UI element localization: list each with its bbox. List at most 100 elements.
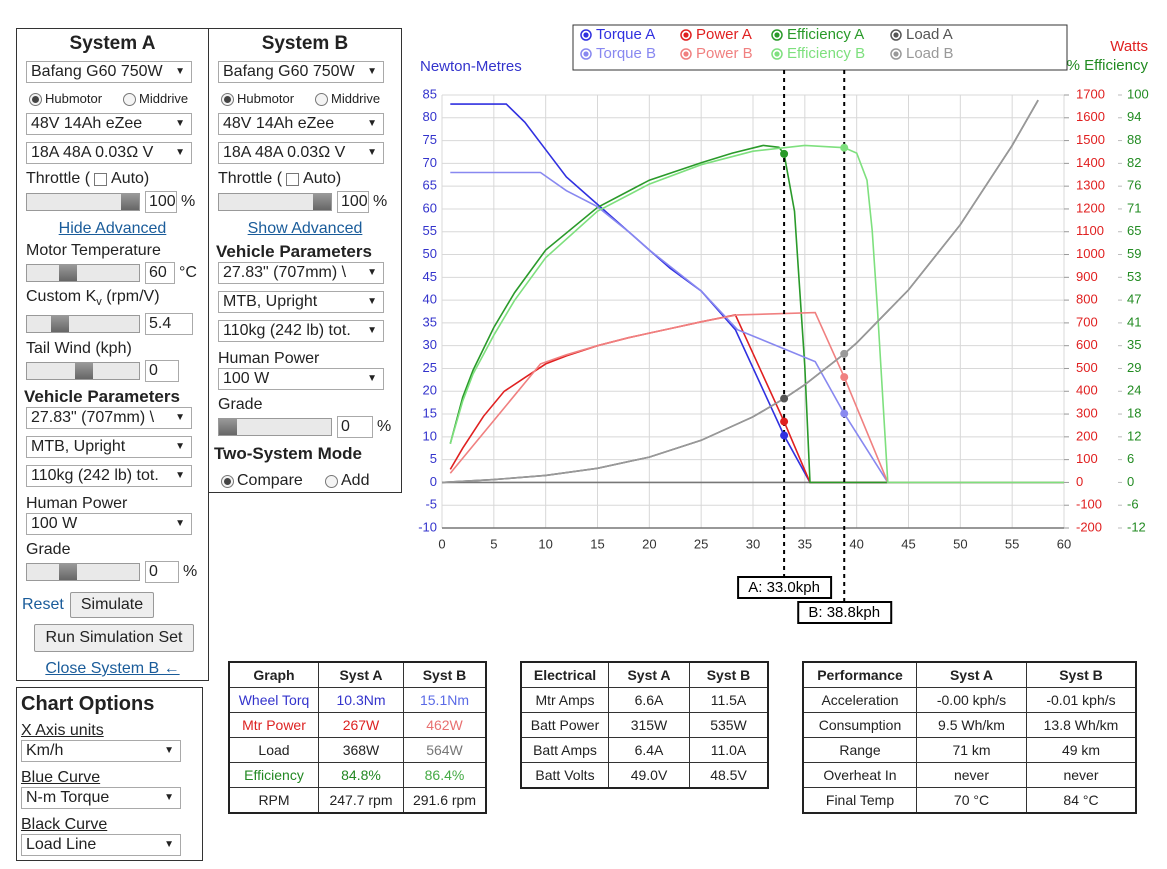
x-tick-label: 30	[746, 536, 760, 551]
y-tick-label: 60	[423, 200, 437, 215]
table-header: Performance	[802, 661, 917, 688]
button[interactable]: Simulate	[70, 592, 154, 618]
dropdown[interactable]: Km/h	[21, 740, 181, 762]
number-input[interactable]: 5.4	[145, 313, 193, 335]
y3-tick-label: 59	[1127, 246, 1141, 261]
y-tick-label: 70	[423, 155, 437, 170]
table-header: Syst B	[1026, 661, 1137, 688]
y-tick-label: 45	[423, 269, 437, 284]
dropdown[interactable]: MTB, Upright	[26, 436, 192, 458]
link[interactable]: Close System B ←	[45, 660, 180, 677]
dropdown[interactable]: 18A 48A 0.03Ω V	[26, 142, 192, 164]
y-tick-label: 15	[423, 405, 437, 420]
radio-button[interactable]	[325, 475, 338, 488]
dropdown[interactable]: 48V 14Ah eZee	[218, 113, 384, 135]
dropdown-value: 48V 14Ah eZee	[31, 115, 143, 132]
number-input[interactable]: 0	[145, 561, 179, 583]
table-cell: 48.5V	[689, 762, 769, 789]
dropdown[interactable]: 110kg (242 lb) tot.	[218, 320, 384, 342]
dropdown[interactable]: Bafang G60 750W	[218, 61, 384, 83]
slider[interactable]	[26, 315, 140, 333]
table-row: RPM 247.7 rpm 291.6 rpm	[228, 787, 487, 814]
radio-button[interactable]	[123, 93, 136, 106]
slider[interactable]	[26, 362, 140, 380]
label: Vehicle Parameters	[216, 242, 372, 261]
dropdown[interactable]: 100 W	[26, 513, 192, 535]
x-tick-label: 15	[590, 536, 604, 551]
slider[interactable]	[218, 418, 332, 436]
label: Motor Temperature	[26, 242, 161, 259]
y3-tick-label: 0	[1127, 474, 1134, 489]
checkbox[interactable]	[286, 172, 300, 186]
dropdown[interactable]: Load Line	[21, 834, 181, 856]
link[interactable]: Hide Advanced	[58, 220, 167, 237]
label: Tail Wind (kph)	[26, 340, 132, 357]
legend-icon	[683, 32, 689, 38]
slider[interactable]	[26, 264, 140, 282]
link[interactable]: Reset	[22, 596, 64, 613]
table-cell: 86.4%	[403, 762, 487, 788]
number-input[interactable]: 60	[145, 262, 175, 284]
slider-thumb	[75, 363, 93, 379]
dropdown-value: 18A 48A 0.03Ω V	[31, 144, 154, 161]
checkbox[interactable]	[94, 172, 108, 186]
button[interactable]: Run Simulation Set	[34, 624, 194, 652]
slider[interactable]	[26, 193, 140, 211]
label: Grade	[218, 396, 263, 413]
table-row: Overheat In never never	[802, 762, 1137, 788]
dropdown-value: 100 W	[31, 515, 78, 532]
label: Human Power	[26, 495, 128, 512]
table-header: Syst A	[608, 661, 690, 688]
dropdown[interactable]: 27.83" (707mm) \	[218, 262, 384, 284]
radio-label: Add	[341, 472, 370, 489]
table-cell: Load	[228, 737, 319, 763]
number-input[interactable]: 100	[145, 191, 177, 213]
table-cell: never	[916, 762, 1027, 788]
dropdown-value: 27.83" (707mm) \	[223, 264, 347, 281]
radio-button[interactable]	[29, 93, 42, 106]
cursor-dot	[840, 409, 849, 418]
dropdown[interactable]: 110kg (242 lb) tot.	[26, 465, 192, 487]
table-cell: RPM	[228, 787, 319, 814]
number-input[interactable]: 100	[337, 191, 369, 213]
cursor-dot	[780, 394, 789, 403]
y2-tick-label: 200	[1076, 428, 1098, 443]
label: Auto)	[303, 170, 342, 187]
dropdown[interactable]: 27.83" (707mm) \	[26, 407, 192, 429]
cursor-dot	[780, 417, 789, 426]
dropdown[interactable]: 18A 48A 0.03Ω V	[218, 142, 384, 164]
label: Chart Options	[21, 693, 155, 715]
dropdown[interactable]: Bafang G60 750W	[26, 61, 192, 83]
radio-button[interactable]	[221, 475, 234, 488]
cursor-dot	[780, 431, 789, 440]
y3-tick-label: -12	[1127, 519, 1146, 534]
dropdown[interactable]: N-m Torque	[21, 787, 181, 809]
y2-tick-label: 1600	[1076, 109, 1105, 124]
dropdown[interactable]: 48V 14Ah eZee	[26, 113, 192, 135]
number-input[interactable]: 0	[337, 416, 373, 438]
x-tick-label: 20	[642, 536, 656, 551]
x-tick-label: 40	[849, 536, 863, 551]
radio-button[interactable]	[315, 93, 328, 106]
dropdown[interactable]: MTB, Upright	[218, 291, 384, 313]
y3-tick-label: 100	[1127, 86, 1149, 101]
slider-thumb	[51, 316, 69, 332]
table-cell: 11.0A	[689, 737, 769, 763]
table-cell: 9.5 Wh/km	[916, 712, 1027, 738]
y3-tick-label: 82	[1127, 155, 1141, 170]
dropdown[interactable]: 100 W	[218, 368, 384, 390]
legend-label: Torque B	[596, 45, 656, 62]
table-cell: Acceleration	[802, 687, 917, 713]
table-cell: 6.6A	[608, 687, 690, 713]
slider[interactable]	[218, 193, 332, 211]
table-cell: 315W	[608, 712, 690, 738]
slider[interactable]	[26, 563, 140, 581]
number-input[interactable]: 0	[145, 360, 179, 382]
table-cell: 84.8%	[318, 762, 404, 788]
link[interactable]: Show Advanced	[247, 220, 363, 237]
radio-button[interactable]	[221, 93, 234, 106]
dropdown-value: 100 W	[223, 370, 270, 387]
table-header: Graph	[228, 661, 319, 688]
dropdown-value: Bafang G60 750W	[223, 63, 355, 80]
